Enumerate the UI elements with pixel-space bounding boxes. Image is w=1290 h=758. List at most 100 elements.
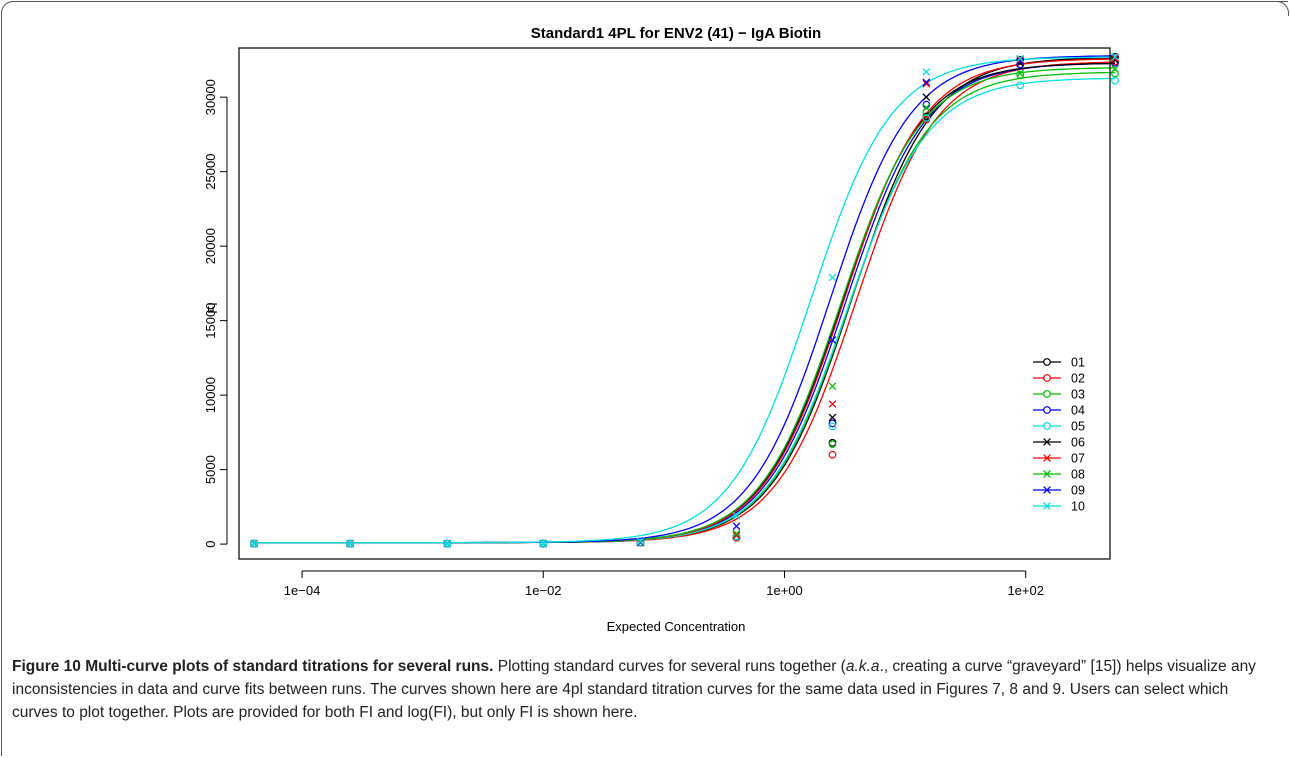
data-point-series-05 <box>346 539 354 548</box>
legend-label: 02 <box>1071 372 1085 386</box>
curve-series-08 <box>254 67 1115 544</box>
legend-label: 07 <box>1071 452 1085 466</box>
curve-series-03 <box>254 71 1115 544</box>
legend-marker <box>1043 406 1051 414</box>
legend-label: 06 <box>1071 436 1085 450</box>
standard-curves-chart: Standard1 4PL for ENV2 (41) − IgA Biotin… <box>203 25 1119 634</box>
legend: 01 02 03 04 05 06 07 08 09 10 <box>1033 356 1085 514</box>
data-point-series-07 <box>732 531 741 540</box>
data-point-series-06 <box>1111 56 1119 64</box>
data-point-series-10 <box>1016 54 1025 63</box>
curve-series-10 <box>254 56 1115 544</box>
data-point-series-05 <box>636 538 645 547</box>
data-point-series-10 <box>443 539 452 548</box>
legend-item-04: 04 <box>1033 404 1085 418</box>
legend-marker <box>1043 454 1051 462</box>
x-tick-label: 1e−02 <box>525 583 562 598</box>
data-point-series-10 <box>636 537 645 546</box>
legend-label: 05 <box>1071 420 1085 434</box>
y-axis-label: FI <box>205 302 220 314</box>
data-point-series-08 <box>732 529 741 538</box>
legend-marker <box>1043 422 1051 430</box>
data-point-series-10 <box>732 511 741 520</box>
legend-label: 04 <box>1071 404 1085 418</box>
y-tick-label: 15000 <box>203 303 218 339</box>
data-point-series-10 <box>828 273 837 282</box>
data-point-series-03 <box>1111 69 1119 78</box>
legend-item-09: 09 <box>1033 484 1085 498</box>
legend-item-08: 08 <box>1033 468 1085 482</box>
y-tick-label: 25000 <box>203 154 218 190</box>
data-point-series-07 <box>922 79 931 88</box>
caption-italic: a.k.a <box>845 658 880 675</box>
data-point-series-10 <box>539 539 548 548</box>
data-point-series-05 <box>828 422 837 431</box>
data-point-series-08 <box>922 103 931 112</box>
data-point-series-05 <box>443 539 452 548</box>
figure-caption: Figure 10 Multi-curve plots of standard … <box>12 655 1277 724</box>
legend-item-03: 03 <box>1033 388 1085 402</box>
data-point-series-07 <box>828 400 837 408</box>
legend-item-06: 06 <box>1033 436 1085 450</box>
data-point-series-06 <box>828 413 837 422</box>
data-point-series-07 <box>1111 54 1119 63</box>
data-point-series-05 <box>922 114 931 122</box>
curve-series-01 <box>254 56 1116 544</box>
curve-series-04 <box>254 62 1115 544</box>
data-point-series-08 <box>828 382 837 391</box>
caption-text-part-1: Plotting standard curves for several run… <box>493 658 846 675</box>
legend-marker <box>1043 470 1051 478</box>
caption-text-part-2: ., creating a curve “graveyard” [15]) he… <box>12 658 1256 721</box>
x-tick-label: 1e+02 <box>1007 583 1044 598</box>
legend-item-10: 10 <box>1033 500 1085 514</box>
legend-item-05: 05 <box>1033 420 1085 434</box>
x-axis-label: Expected Concentration <box>607 619 746 634</box>
data-point-series-07 <box>1016 56 1025 64</box>
legend-label: 09 <box>1071 484 1085 498</box>
legend-marker <box>1043 502 1051 510</box>
legend-marker <box>1043 390 1051 398</box>
data-point-series-09 <box>922 78 931 87</box>
y-tick-label: 20000 <box>203 228 218 264</box>
y-tick-label: 5000 <box>203 455 218 484</box>
legend-label: 01 <box>1071 356 1085 370</box>
data-point-series-03 <box>922 108 931 116</box>
data-point-series-03 <box>828 440 837 449</box>
legend-item-07: 07 <box>1033 452 1085 466</box>
curve-series-02 <box>254 61 1116 544</box>
curve-series-09 <box>254 55 1115 544</box>
data-point-series-06 <box>922 93 931 102</box>
legend-marker <box>1043 486 1051 494</box>
legend-label: 03 <box>1071 388 1085 402</box>
data-point-series-05 <box>250 539 258 548</box>
legend-label: 10 <box>1071 500 1085 514</box>
legend-marker <box>1043 438 1051 446</box>
data-point-series-03 <box>1016 70 1025 79</box>
data-point-series-10 <box>1111 53 1119 61</box>
data-point-series-05 <box>1016 81 1025 90</box>
legend-item-01: 01 <box>1033 356 1085 370</box>
x-tick-label: 1e−04 <box>284 583 321 598</box>
plot-area-border <box>238 47 1111 560</box>
y-tick-label: 10000 <box>203 377 218 413</box>
legend-marker <box>1043 358 1051 366</box>
y-tick-label: 0 <box>203 540 218 547</box>
data-point-series-09 <box>732 522 741 531</box>
data-point-series-10 <box>922 67 931 76</box>
data-point-series-09 <box>828 336 837 344</box>
data-point-series-08 <box>1016 69 1025 78</box>
curve-series-06 <box>254 62 1116 544</box>
data-point-series-05 <box>1111 76 1119 85</box>
data-point-series-05 <box>539 539 548 548</box>
data-point-series-10 <box>250 539 258 548</box>
data-point-series-02 <box>828 450 837 459</box>
data-point-series-09 <box>1016 57 1025 66</box>
caption-title: Figure 10 Multi-curve plots of standard … <box>12 658 494 675</box>
curve-series-05 <box>254 77 1116 544</box>
x-tick-label: 1e+00 <box>766 583 803 598</box>
curve-series-07 <box>254 58 1116 544</box>
data-point-series-10 <box>346 539 354 548</box>
legend-item-02: 02 <box>1033 372 1085 386</box>
data-point-series-08 <box>1111 64 1119 73</box>
chart-title: Standard1 4PL for ENV2 (41) − IgA Biotin <box>531 25 821 42</box>
